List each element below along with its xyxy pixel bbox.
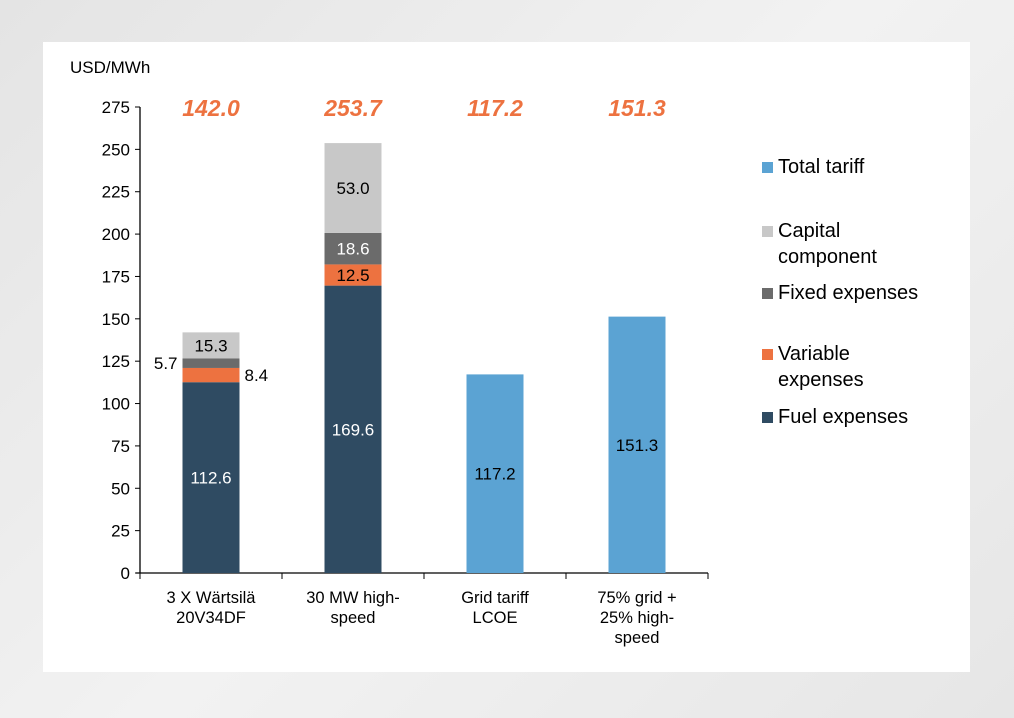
legend-swatch	[762, 226, 773, 237]
legend-item: Fuel expenses	[762, 404, 937, 430]
y-tick-label: 150	[102, 310, 130, 329]
legend-swatch	[762, 412, 773, 423]
bar-segment-variable-expenses	[324, 264, 382, 286]
total-label: 253.7	[323, 95, 383, 121]
x-tick-label: 30 MW high-speed	[306, 589, 400, 627]
y-tick-label: 225	[102, 183, 130, 202]
data-label: 117.2	[474, 465, 515, 484]
legend-item: Total tariff	[762, 154, 937, 180]
data-label: 53.0	[336, 179, 369, 198]
bar-segment-total-tariff	[608, 316, 666, 573]
bar-segment-fuel-expenses	[324, 285, 382, 573]
y-tick-label: 50	[111, 479, 130, 498]
x-tick-label: 3 X Wärtsilä 20V34DF	[166, 589, 256, 627]
bar-segment-total-tariff	[466, 374, 524, 573]
total-label: 117.2	[467, 95, 523, 121]
data-label: 5.7	[154, 354, 178, 373]
x-tick-label: 75% grid + 25% high-speed	[597, 589, 677, 647]
bar-segment-capital-component	[324, 143, 382, 233]
y-tick-label: 175	[102, 267, 130, 286]
data-label: 8.4	[245, 366, 269, 385]
legend-item: Capital component	[762, 218, 937, 270]
bar-segment-capital-component	[182, 332, 240, 359]
legend-label: Variable expenses	[778, 343, 864, 391]
y-tick-label: 25	[111, 522, 130, 541]
legend-label: Total tariff	[778, 156, 865, 178]
legend-label: Fuel expenses	[778, 406, 909, 428]
legend-swatch	[762, 162, 773, 173]
y-axis-label: USD/MWh	[70, 58, 151, 77]
y-tick-label: 275	[102, 98, 130, 117]
data-label: 18.6	[336, 240, 369, 259]
bar-segment-fixed-expenses	[324, 232, 382, 265]
y-tick-label: 125	[102, 352, 130, 371]
legend-label: Fixed expenses	[778, 282, 919, 304]
legend-swatch	[762, 288, 773, 299]
total-label: 151.3	[608, 95, 666, 121]
data-label: 169.6	[332, 420, 375, 439]
legend-item: Fixed expenses	[762, 280, 937, 306]
y-tick-label: 100	[102, 395, 130, 414]
bar-segment-fixed-expenses	[182, 358, 240, 368]
data-label: 15.3	[194, 336, 227, 355]
y-tick-label: 0	[121, 564, 130, 583]
data-label: 112.6	[190, 469, 231, 488]
bar-segment-fuel-expenses	[182, 382, 240, 573]
x-tick-label: Grid tariff LCOE	[461, 589, 529, 627]
legend-swatch	[762, 349, 773, 360]
data-label: 12.5	[336, 266, 369, 285]
legend-item: Variable expenses	[762, 341, 937, 393]
bar-segment-variable-expenses	[182, 367, 240, 383]
data-label: 151.3	[616, 436, 659, 455]
total-label: 142.0	[182, 95, 240, 121]
y-tick-label: 200	[102, 225, 130, 244]
legend-label: Capital component	[778, 220, 877, 268]
y-tick-label: 250	[102, 140, 130, 159]
y-tick-label: 75	[111, 437, 130, 456]
